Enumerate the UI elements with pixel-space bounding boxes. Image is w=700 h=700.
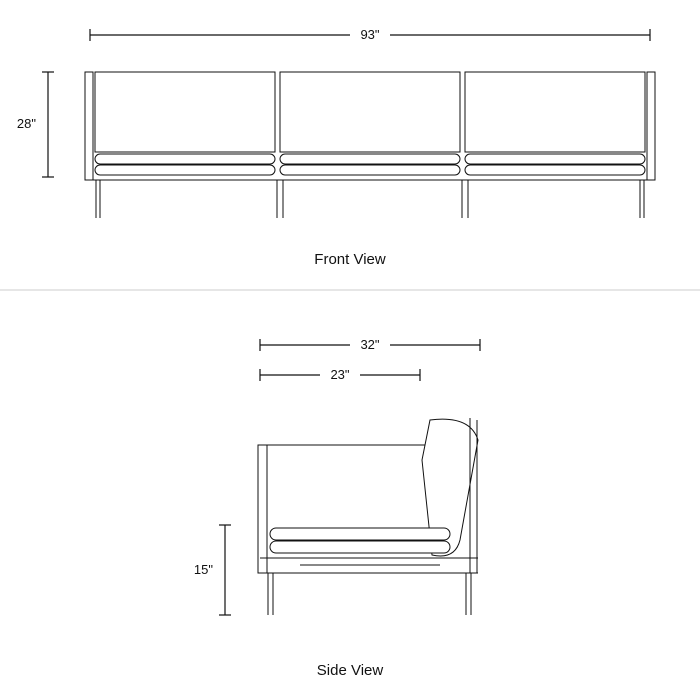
side-view-group: 32" 23" 15" — [194, 334, 480, 679]
front-view-title: Front View — [314, 251, 386, 268]
front-view-group: 93" 28" — [17, 24, 655, 268]
dim-depth-label: 32" — [360, 337, 379, 352]
side-view-title: Side View — [317, 662, 384, 679]
dim-seat-height-15: 15" — [194, 525, 231, 615]
dim-height-label: 28" — [17, 116, 36, 131]
sofa-front — [85, 72, 655, 218]
dim-seat-height-label: 15" — [194, 562, 213, 577]
dim-height-28: 28" — [17, 72, 54, 177]
sofa-side — [258, 418, 478, 615]
dim-width-label: 93" — [360, 27, 379, 42]
dim-seat-depth-23: 23" — [260, 364, 420, 384]
dim-width-93: 93" — [90, 24, 650, 44]
dim-seat-depth-label: 23" — [330, 367, 349, 382]
dim-depth-32: 32" — [260, 334, 480, 354]
